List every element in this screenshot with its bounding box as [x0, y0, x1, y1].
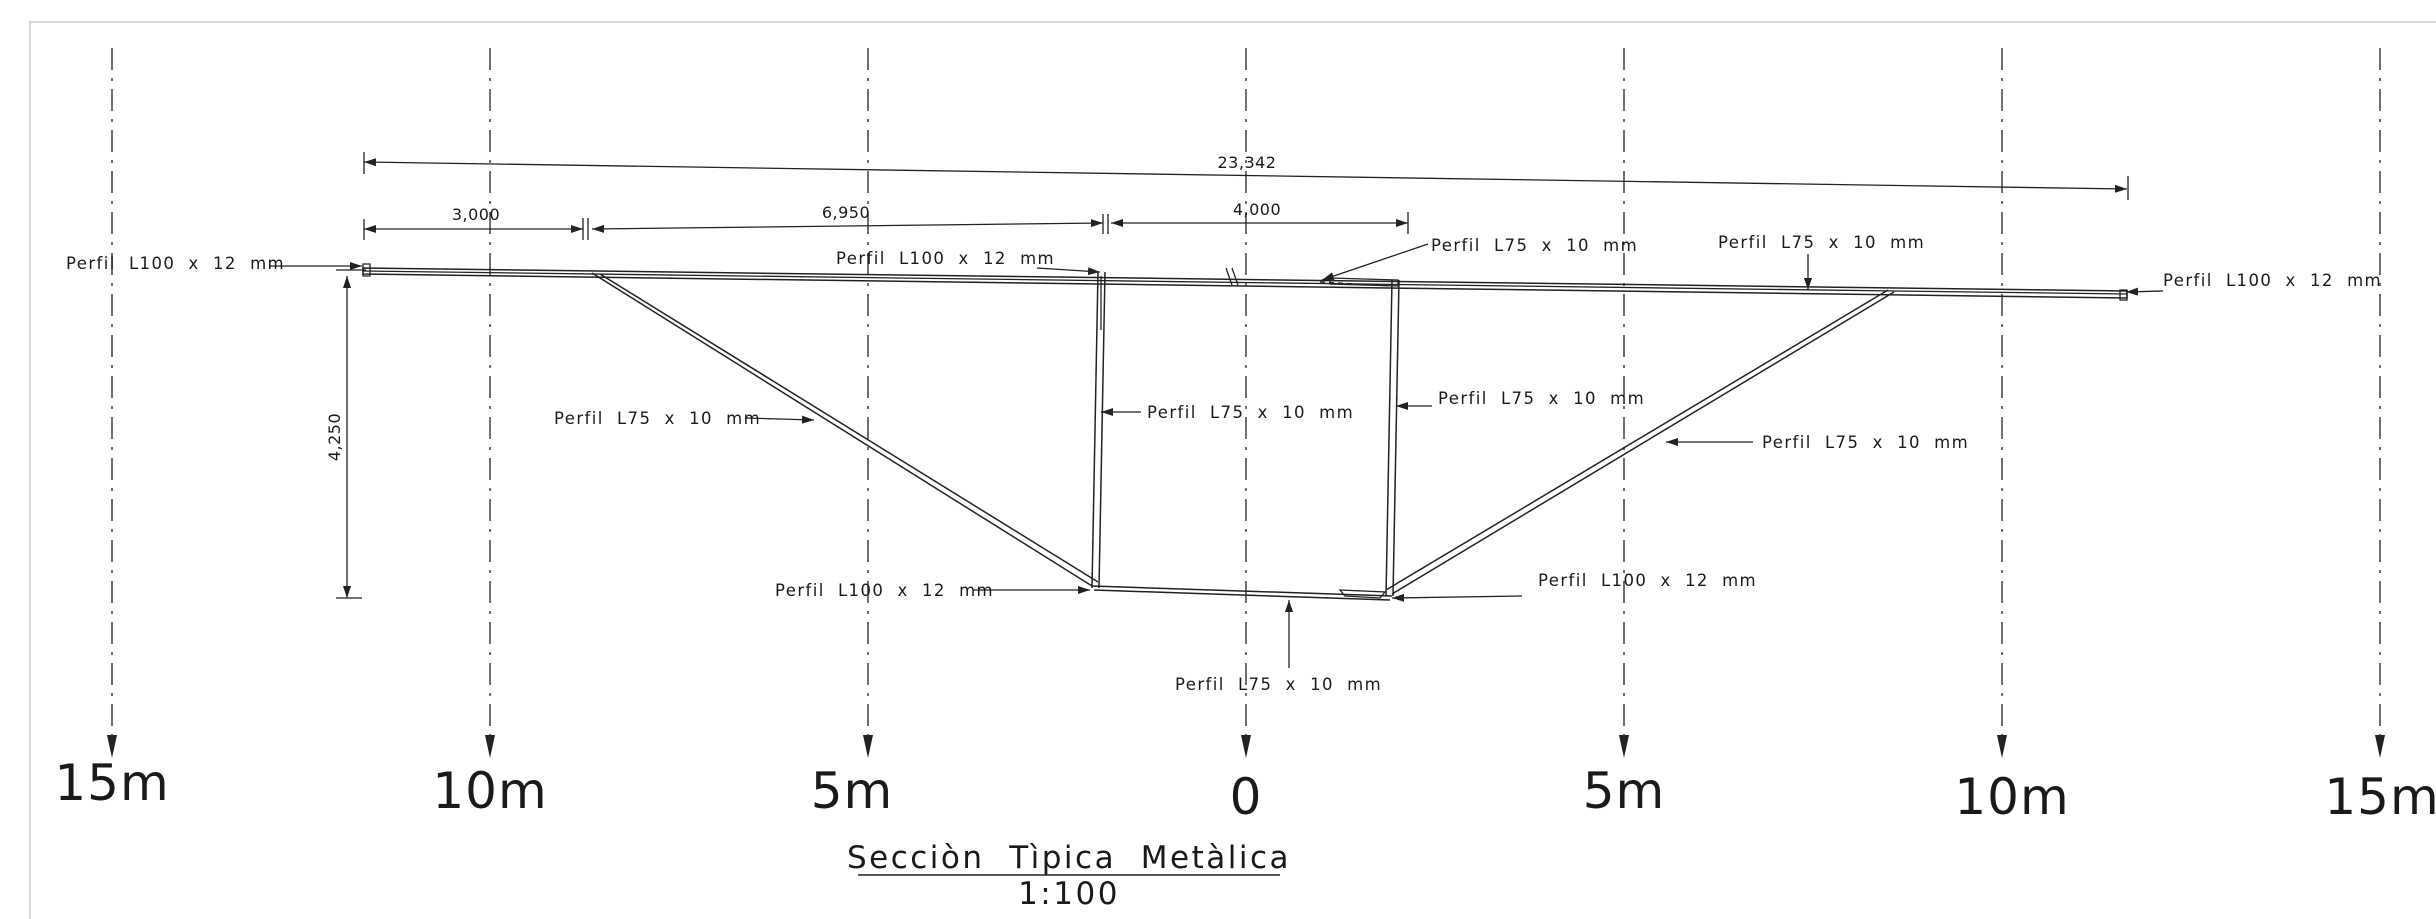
dim-left-segment-label: 3,000: [452, 205, 500, 224]
label-left-diagonal: Perfil L75 x 10 mm: [554, 409, 761, 428]
axis-arrow-0: [1241, 735, 1251, 758]
annotations: Perfil L100 x 12 mm Perfil L100 x 12 mm …: [66, 233, 2382, 694]
top-center-hatch: [1319, 281, 1393, 287]
section-title: Secciòn Tìpica Metàlica: [847, 840, 1291, 876]
truss-structure: [362, 263, 2128, 601]
dim-total-label: 23,342: [1218, 153, 1277, 172]
dimensions: 23,342 3,000 6,950 4,000 4,250: [325, 152, 2129, 599]
label-top-right-chord: Perfil L100 x 12 mm: [2163, 271, 2382, 290]
bottom-chord: [1091, 585, 1393, 601]
bottom-gusset: [1338, 589, 1387, 599]
top-left-end-cap: [362, 263, 371, 277]
axis-label-15m-left: 15m: [54, 754, 169, 812]
axis-arrow-10m-right: [1997, 735, 2007, 758]
label-right-vertical: Perfil L75 x 10 mm: [1438, 389, 1645, 408]
axis-arrow-15m-right: [2375, 735, 2385, 758]
scale-label: 1:100: [1018, 876, 1120, 912]
left-vertical: [1091, 271, 1106, 589]
break-mark: [1225, 267, 1239, 286]
axis-arrow-5m-right: [1619, 735, 1629, 758]
axis-label-10m-right: 10m: [1954, 768, 2069, 826]
label-top-right-brace: Perfil L75 x 10 mm: [1718, 233, 1925, 252]
axis-arrow-15m-left: [107, 735, 117, 758]
leader-top-center-brace: [1321, 243, 1429, 281]
title-block: Secciòn Tìpica Metàlica 1:100: [847, 840, 1291, 912]
top-right-end-cap: [2119, 289, 2128, 301]
axis-label-5m-left: 5m: [811, 762, 894, 820]
dim-height-ticks: [336, 269, 366, 599]
axis-label-15m-right: 15m: [2324, 768, 2436, 826]
label-bottom-right-chord: Perfil L100 x 12 mm: [1538, 571, 1757, 590]
drawing-frame: [29, 21, 2436, 919]
dim-right-segment-label: 4,000: [1233, 200, 1281, 219]
axis-label-10m-left: 10m: [432, 762, 547, 820]
label-top-center-chord: Perfil L100 x 12 mm: [836, 249, 1055, 268]
leader-bottom-right-chord: [1391, 593, 1523, 602]
axis-label-0: 0: [1230, 768, 1263, 826]
left-diagonal: [591, 272, 1099, 587]
label-bottom-brace: Perfil L75 x 10 mm: [1175, 675, 1382, 694]
axis-labels: 15m 10m 5m 0 5m 10m 15m: [54, 754, 2436, 826]
annotation-leaders: [270, 243, 2164, 668]
label-left-vertical: Perfil L75 x 10 mm: [1147, 403, 1354, 422]
right-diagonal: [1385, 289, 1895, 595]
label-top-left-chord: Perfil L100 x 12 mm: [66, 254, 285, 273]
right-vertical: [1385, 279, 1400, 597]
dim-total-line: [363, 158, 2128, 193]
top-chord-inner-line: [362, 270, 2128, 295]
dim-middle-segment-line: [591, 219, 1104, 233]
label-bottom-left-chord: Perfil L100 x 12 mm: [775, 581, 994, 600]
leader-top-right-chord: [2125, 287, 2164, 296]
leader-left-diagonal: [744, 415, 815, 424]
label-top-center-brace: Perfil L75 x 10 mm: [1431, 236, 1638, 255]
leader-top-center-chord: [1036, 267, 1101, 276]
dim-height-label: 4,250: [325, 413, 344, 461]
axis-label-5m-right: 5m: [1583, 762, 1666, 820]
axis-arrow-10m-left: [485, 735, 495, 758]
dim-segment-ticks: [363, 212, 1409, 240]
dim-middle-segment-label: 6,950: [822, 203, 870, 222]
axis-arrow-5m-left: [863, 735, 873, 758]
label-right-diagonal: Perfil L75 x 10 mm: [1762, 433, 1969, 452]
